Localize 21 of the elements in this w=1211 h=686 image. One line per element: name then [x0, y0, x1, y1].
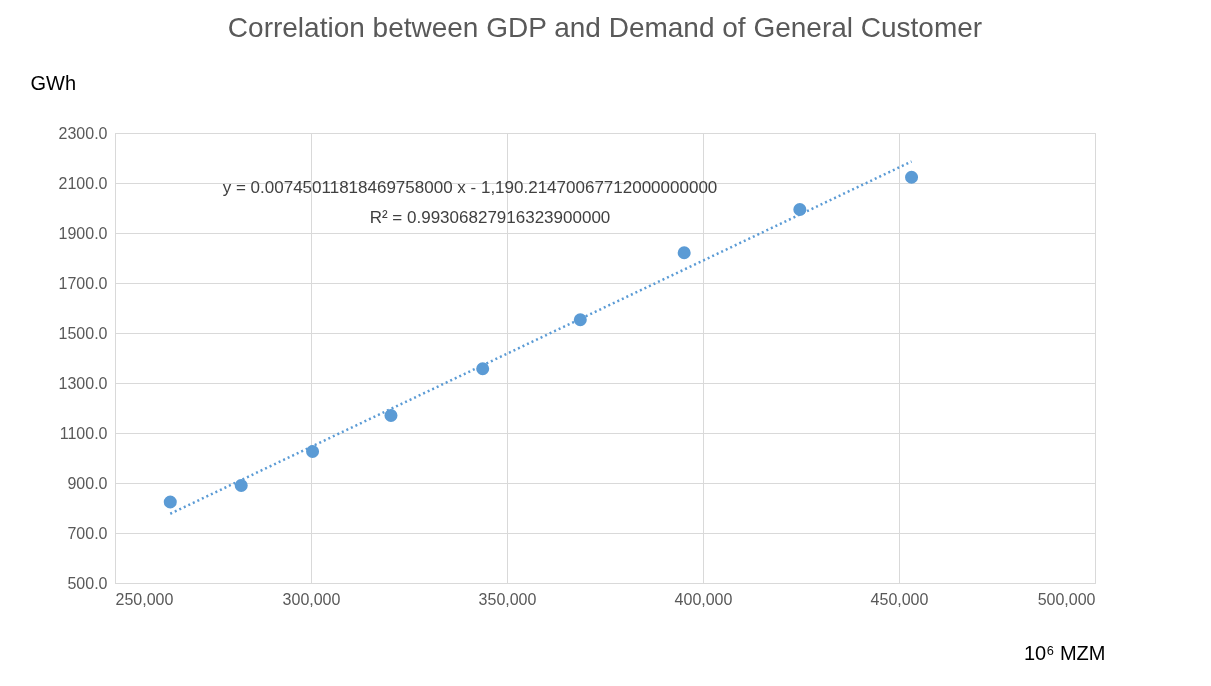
x-tick-label: 450,000: [870, 590, 929, 608]
annotation: y = 0.00745011818469758000 x - 1,190.21470067712000000000: [222, 178, 718, 197]
x-tick-label: 250,000: [115, 590, 174, 608]
y-tick-label: 1500.0: [58, 324, 108, 342]
y-tick-label: 2100.0: [58, 174, 108, 192]
y-tick-label: 1300.0: [58, 374, 108, 392]
chart-title: Correlation between GDP and Demand of General Customer: [227, 12, 983, 43]
annotation: R² = 0.99306827916323900000: [369, 208, 611, 227]
y-tick-label: 1100.0: [59, 424, 108, 442]
y-tick-label: 700.0: [67, 524, 108, 542]
y-tick-label: 500.0: [67, 574, 108, 592]
y-axis-title: GWh: [30, 71, 77, 94]
y-tick-label: 900.0: [67, 474, 108, 492]
y-tick-label: 1700.0: [58, 274, 108, 292]
y-tick-label: 1900.0: [58, 224, 108, 242]
x-axis-title: 10⁶ MZM: [1023, 641, 1106, 664]
x-tick-label: 300,000: [282, 590, 341, 608]
x-tick-label: 350,000: [478, 590, 537, 608]
x-tick-label: 400,000: [674, 590, 733, 608]
y-tick-label: 2300.0: [58, 124, 108, 142]
x-tick-label: 500,000: [1037, 590, 1096, 608]
